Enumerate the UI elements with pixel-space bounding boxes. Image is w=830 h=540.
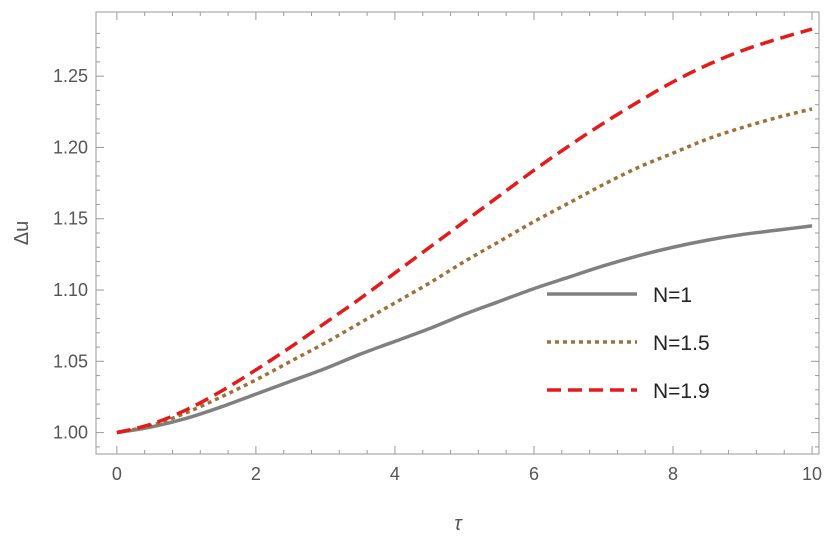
x-tick-label: 2 xyxy=(251,464,261,484)
y-tick-label: 1.05 xyxy=(53,351,88,371)
plot-frame xyxy=(95,11,820,455)
legend: N=1 N=1.5 N=1.9 xyxy=(547,284,710,403)
x-tick-label: 8 xyxy=(668,464,678,484)
x-tick-label: 0 xyxy=(112,464,122,484)
y-tick-label: 1.20 xyxy=(53,137,88,157)
x-tick-label: 6 xyxy=(529,464,539,484)
legend-label: N=1.9 xyxy=(653,380,710,403)
series-layer xyxy=(116,27,813,435)
x-tick-label: 10 xyxy=(802,464,822,484)
x-axis-label: τ xyxy=(454,513,463,535)
y-tick-label: 1.00 xyxy=(53,423,88,443)
y-tick-label: 1.10 xyxy=(53,280,88,300)
legend-label: N=1.5 xyxy=(653,332,710,355)
x-tick-label: 4 xyxy=(390,464,400,484)
y-tick-label: 1.25 xyxy=(53,66,88,86)
x-axis-ticks: 0 2 4 6 8 10 xyxy=(112,12,822,484)
series-line-1 xyxy=(116,224,813,435)
legend-label: N=1 xyxy=(653,284,692,307)
series-line-2 xyxy=(116,107,813,435)
y-axis-label: Δu xyxy=(11,221,33,245)
y-axis-ticks: 1.00 1.05 1.10 1.15 1.20 1.25 xyxy=(53,32,819,448)
y-tick-label: 1.15 xyxy=(53,209,88,229)
series-line-3 xyxy=(116,27,813,435)
